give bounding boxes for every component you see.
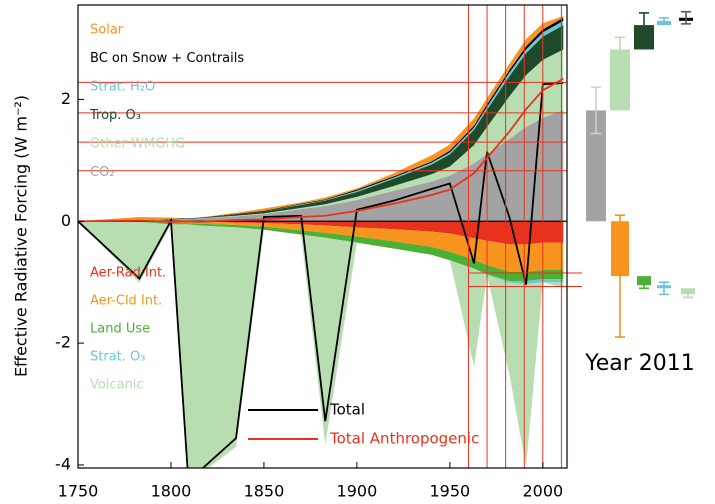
error-bar [639,12,649,39]
legend-entry: Total [329,401,365,419]
legend-entry: Strat. H₂O [90,80,155,95]
line [78,82,564,468]
error-bar [659,281,669,296]
legend-entry: Solar [90,23,124,38]
x-tick-label: 1900 [337,482,378,501]
legend-entry: Strat. O₃ [90,350,145,365]
error-bar [639,281,649,290]
plot-frame [77,4,568,469]
legend-entry: BC on Snow + Contrails [90,51,244,66]
area [78,110,564,222]
error-bar [615,36,625,63]
area [78,221,564,272]
x-tick-label: 2000 [522,482,563,501]
error-bar [591,86,601,135]
area [78,221,564,468]
overlay: 1750 1800 1850 1900 1950 2000 -4 -2 0 2 Solar BC on… [55,4,582,501]
legend-entry: CO₂ [90,165,115,180]
area [78,221,564,281]
legend-entry: Land Use [90,322,150,337]
x-tick-label: 1750 [58,482,99,501]
bar [610,49,630,111]
bar [586,110,606,222]
legend-entry: Trop. O₃ [89,108,141,123]
bar [637,276,651,286]
legend-entry: Aer-Cld Int. [90,294,162,309]
y-axis-label: Effective Radiative Forcing (W m⁻²) [12,95,31,377]
error-bar [683,290,693,299]
plot-area [78,15,567,468]
legend-entry: Aer-Rad Int. [90,266,166,281]
error-bar [681,10,691,25]
legend-entry: Other WMGHG [90,137,185,152]
area [78,221,564,245]
legend-entry: Volcanic [90,378,144,393]
error-bar [659,16,669,25]
y-tick-label: -4 [55,454,71,473]
x-tick-label: 1800 [151,482,192,501]
x-tick-label: 1850 [244,482,285,501]
x-tick-label: 1950 [430,482,471,501]
y-tick-label: 0 [61,211,71,230]
legend-entry: Total Anthropogenic [329,430,479,448]
y-tick-label: -2 [55,333,71,352]
error-bar [615,214,625,338]
y-tick-label: 2 [61,89,71,108]
panel-title: Year 2011 [584,351,695,376]
line [78,77,564,223]
